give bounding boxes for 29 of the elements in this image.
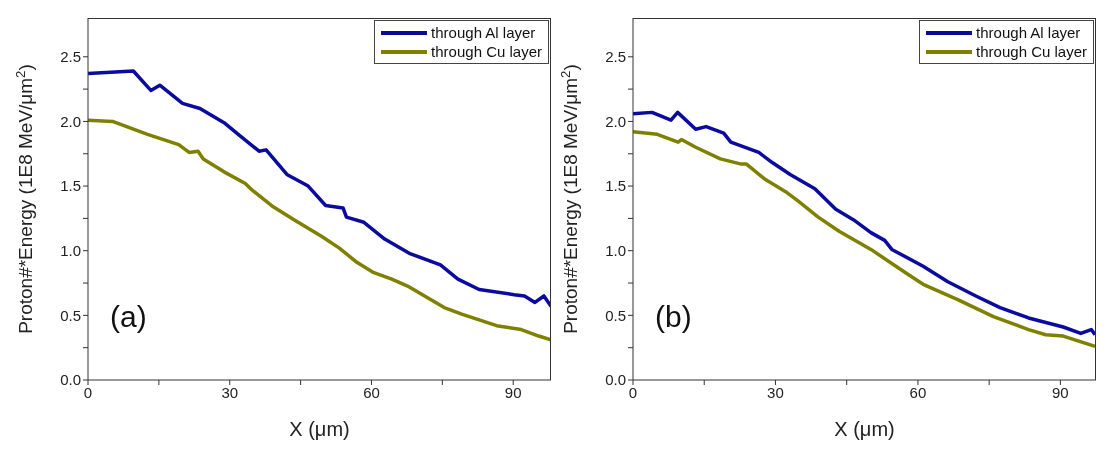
x-tick-label: 0	[628, 383, 638, 401]
y-tick-label: 0.0	[605, 371, 626, 389]
x-tick-label: 0	[83, 383, 93, 401]
legend-label: through Al layer	[431, 23, 536, 42]
annotation: (a)	[110, 300, 147, 334]
x-tick-label: 90	[1052, 383, 1069, 401]
legend-label: through Al layer	[976, 23, 1081, 42]
legend-label: through Cu layer	[976, 42, 1087, 61]
y-tick-label: 0.5	[605, 306, 626, 324]
y-tick-label: 1.0	[605, 242, 626, 260]
x-axis-title: X (μm)	[834, 418, 895, 440]
y-tick-label: 0.5	[60, 306, 81, 324]
x-tick-label: 30	[767, 383, 784, 401]
y-tick-label: 2.5	[60, 48, 81, 66]
x-tick-label: 60	[363, 383, 380, 401]
x-tick-label: 90	[504, 383, 522, 401]
y-tick-label: 1.5	[605, 177, 626, 195]
line-series	[88, 118, 551, 342]
x-axis-title: X (μm)	[289, 418, 350, 440]
annotation: (b)	[655, 300, 692, 334]
y-tick-label: 2.0	[60, 112, 81, 130]
y-tick-label: 2.5	[605, 48, 626, 66]
x-tick-label: 60	[909, 383, 927, 401]
y-tick-label: 1.5	[60, 177, 81, 195]
y-tick-label: 1.0	[60, 242, 81, 260]
legend-label: through Cu layer	[431, 42, 542, 61]
x-tick-label: 30	[221, 383, 239, 401]
y-tick-label: 0.0	[60, 371, 81, 389]
y-tick-label: 2.0	[605, 112, 626, 130]
